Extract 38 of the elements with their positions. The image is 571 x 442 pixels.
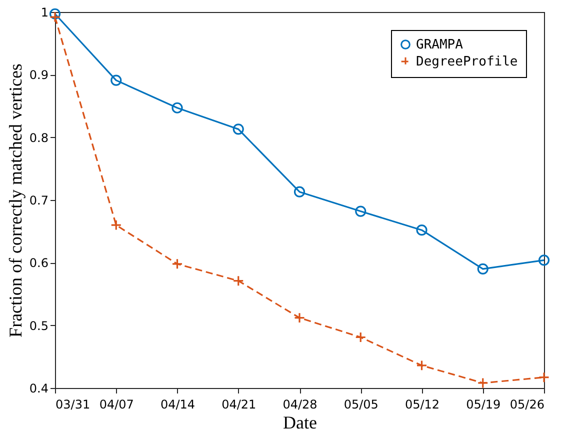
point xyxy=(49,8,61,20)
point xyxy=(355,206,366,217)
legend-label: GRAMPA xyxy=(416,38,464,52)
y-tick-label: 0.5 xyxy=(29,318,48,333)
point xyxy=(538,254,550,266)
x-tick-label: 05/12 xyxy=(404,398,440,412)
y-tick-label: 0.7 xyxy=(29,194,48,208)
point xyxy=(355,332,366,343)
y-axis-title: Fraction of correctly matched vertices xyxy=(5,64,26,338)
point xyxy=(49,11,61,23)
x-tick-label: 04/14 xyxy=(160,398,196,412)
y-tick-label: 0.4 xyxy=(29,382,48,396)
x-tick-label: 03/31 xyxy=(56,398,90,412)
point xyxy=(294,186,306,198)
point xyxy=(110,220,122,231)
point xyxy=(232,275,244,286)
legend-label: DegreeProfile xyxy=(416,54,518,70)
point xyxy=(477,377,488,389)
x-tick-label: 05/19 xyxy=(466,398,501,412)
point xyxy=(172,258,183,270)
point xyxy=(538,372,550,383)
x-tick-label: 05/05 xyxy=(344,398,378,412)
point xyxy=(294,312,306,324)
x-tick-label: 04/07 xyxy=(99,398,134,412)
y-tick-label: 0.8 xyxy=(29,130,48,145)
y-tick-label: 0.9 xyxy=(29,68,48,82)
point xyxy=(232,124,244,135)
x-tick-label: 04/21 xyxy=(222,398,256,412)
x-axis-title: Date xyxy=(283,412,317,432)
y-tick-label: 1 xyxy=(40,6,48,20)
point xyxy=(416,360,428,371)
point xyxy=(416,224,428,236)
x-tick-label: 05/26 xyxy=(510,398,544,412)
point xyxy=(172,102,183,114)
x-tick-label: 04/28 xyxy=(282,398,318,412)
point xyxy=(110,74,122,86)
point xyxy=(477,263,488,274)
y-tick-label: 0.6 xyxy=(29,256,48,270)
